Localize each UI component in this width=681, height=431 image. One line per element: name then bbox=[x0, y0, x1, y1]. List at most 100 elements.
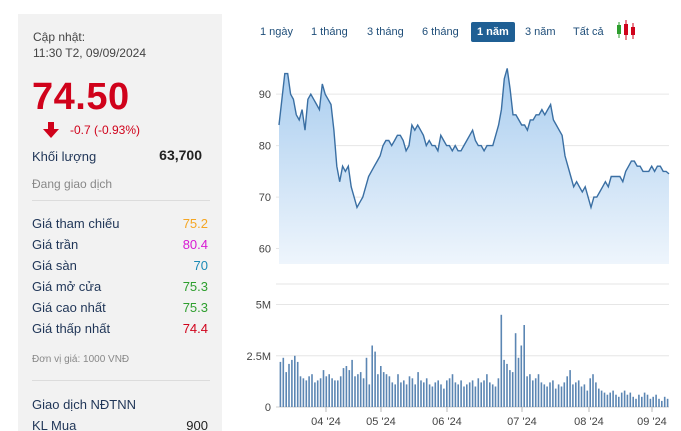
volume-bar bbox=[494, 386, 497, 407]
stat-value: 75.2 bbox=[182, 216, 208, 231]
volume-bar bbox=[397, 374, 399, 407]
volume-bar bbox=[328, 374, 330, 407]
volume-bar bbox=[655, 394, 657, 407]
trading-status: Đang giao dịch bbox=[32, 177, 113, 191]
volume-bar bbox=[643, 392, 646, 407]
volume-bar bbox=[299, 376, 302, 408]
stat-value: 75.3 bbox=[182, 300, 208, 315]
volume-bar bbox=[649, 398, 652, 407]
volume-bar bbox=[629, 392, 632, 407]
volume-bar bbox=[331, 378, 333, 407]
volume-bar bbox=[319, 378, 322, 407]
volume-bar bbox=[377, 374, 379, 407]
price-y-tick-label: 60 bbox=[259, 244, 271, 256]
volume-bar bbox=[342, 368, 345, 407]
volume-bar bbox=[658, 398, 660, 407]
volume-bar bbox=[569, 370, 571, 407]
stat-high-price: Giá cao nhất 75.3 bbox=[32, 300, 208, 318]
volume-bar bbox=[463, 386, 465, 407]
volume-bar bbox=[618, 396, 620, 408]
volume-bar bbox=[500, 314, 503, 408]
volume-bar bbox=[411, 378, 414, 407]
stat-ceiling-price: Giá trần 80.4 bbox=[32, 237, 208, 255]
x-axis-tick-label: 08 '24 bbox=[574, 416, 604, 428]
volume-bar bbox=[359, 372, 362, 407]
volume-bar bbox=[477, 378, 480, 407]
foreign-trading-title: Giao dịch NĐTNN bbox=[32, 397, 137, 412]
volume-bar bbox=[666, 398, 669, 407]
volume-bar bbox=[546, 386, 548, 407]
volume-bar bbox=[394, 384, 396, 407]
volume-bar bbox=[598, 388, 600, 407]
volume-bar bbox=[635, 398, 637, 407]
price-y-axis: 60 70 80 90 bbox=[259, 89, 271, 255]
volume-bar bbox=[311, 374, 313, 407]
volume-bar bbox=[626, 394, 629, 407]
stat-reference-price: Giá tham chiếu 75.2 bbox=[32, 216, 208, 234]
volume-bar bbox=[537, 374, 540, 407]
volume-bar bbox=[405, 384, 408, 407]
price-y-tick-label: 80 bbox=[259, 141, 271, 153]
volume-bar bbox=[586, 390, 589, 407]
volume-bar bbox=[529, 374, 531, 407]
volume-bar bbox=[483, 380, 485, 407]
volume-bar bbox=[532, 380, 534, 407]
x-axis-tick-label: 04 '24 bbox=[311, 416, 341, 428]
range-6-month[interactable]: 6 tháng bbox=[422, 26, 459, 38]
volume-bar bbox=[400, 382, 402, 407]
volume-bar bbox=[526, 376, 528, 408]
volume-bar bbox=[606, 394, 609, 407]
volume-bar bbox=[557, 384, 560, 407]
candlestick-chart-icon[interactable] bbox=[614, 20, 638, 42]
volume-bar bbox=[575, 382, 577, 407]
price-line bbox=[278, 68, 670, 210]
volume-bar bbox=[294, 355, 296, 408]
x-axis: 04 '24 05 '24 06 '24 07 '24 08 '24 09 '24 bbox=[311, 407, 667, 428]
volume-bar bbox=[357, 374, 359, 407]
volume-bar bbox=[302, 378, 305, 407]
quote-panel: Cập nhật: 11:30 T2, 09/09/2024 74.50 -0.… bbox=[18, 14, 222, 431]
volume-bar bbox=[448, 378, 451, 407]
volume-bar bbox=[434, 382, 437, 407]
range-1-year[interactable]: 1 năm bbox=[471, 22, 515, 42]
volume-bar bbox=[362, 378, 365, 407]
volume-bar bbox=[641, 396, 643, 408]
volume-bar bbox=[385, 374, 388, 407]
arrow-down-icon bbox=[43, 122, 59, 138]
updated-time: 11:30 T2, 09/09/2024 bbox=[33, 46, 146, 60]
volume-bar bbox=[380, 366, 382, 407]
volume-bar bbox=[466, 384, 468, 407]
volume-bar bbox=[285, 372, 287, 407]
range-1-month[interactable]: 1 tháng bbox=[311, 26, 348, 38]
volume-bar bbox=[474, 386, 477, 407]
volume-bar bbox=[638, 394, 640, 407]
range-all[interactable]: Tất cả bbox=[573, 26, 604, 38]
volume-bar bbox=[609, 392, 611, 407]
volume-bar bbox=[517, 357, 520, 407]
volume-bar bbox=[382, 372, 385, 407]
range-3-month[interactable]: 3 tháng bbox=[367, 26, 404, 38]
stat-label: Giá tham chiếu bbox=[32, 216, 120, 231]
volume-bar bbox=[443, 388, 445, 407]
volume-y-tick-label: 5M bbox=[256, 300, 271, 312]
volume-bar bbox=[446, 380, 448, 407]
volume-bar bbox=[589, 378, 591, 407]
volume-bar bbox=[583, 384, 586, 407]
volume-bar bbox=[511, 372, 514, 407]
volume-bar bbox=[595, 382, 597, 407]
volume-bar bbox=[440, 384, 442, 407]
range-1-day[interactable]: 1 ngày bbox=[260, 26, 294, 38]
volume-bar bbox=[572, 384, 574, 407]
volume-bar bbox=[549, 382, 551, 407]
volume-bar bbox=[489, 382, 491, 407]
volume-bar bbox=[420, 380, 422, 407]
range-3-year[interactable]: 3 năm bbox=[525, 26, 556, 38]
volume-y-tick-label: 0 bbox=[265, 402, 271, 414]
volume-bar bbox=[437, 380, 439, 407]
stat-value: 74.4 bbox=[182, 321, 208, 336]
volume-bar bbox=[371, 345, 373, 407]
volume-bar bbox=[612, 390, 614, 407]
volume-bar bbox=[623, 390, 626, 407]
price-change: -0.7 (-0.93%) bbox=[70, 123, 141, 137]
price-y-tick-label: 90 bbox=[259, 89, 271, 101]
